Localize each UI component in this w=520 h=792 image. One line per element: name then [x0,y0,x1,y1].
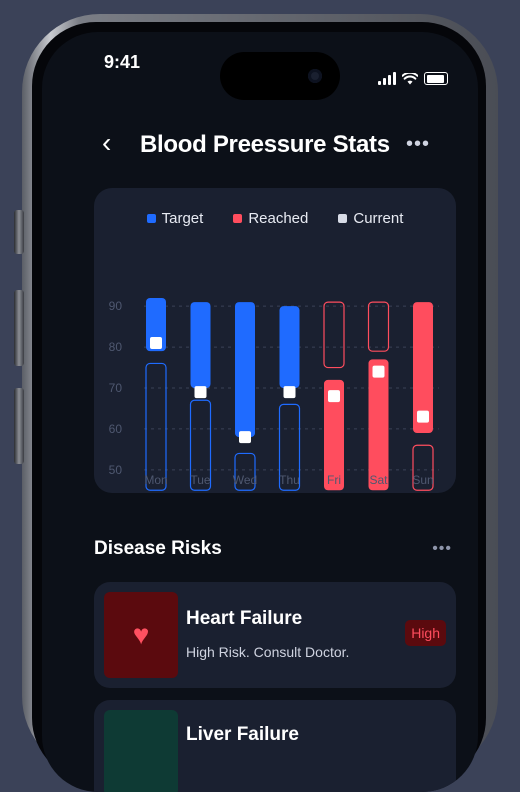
y-tick-label: 70 [109,381,123,395]
chart-legend: Target Reached Current [94,210,456,227]
blood-pressure-chart: 90 80 70 60 50 Mon Tue Wed Thu Fri Sat Sun [109,298,439,491]
heart-icon: ♥ [132,619,150,650]
phone-action-button [14,210,24,254]
risk-title: Liver Failure [186,724,299,745]
legend-label-target: Target [161,210,204,227]
risk-icon-box: ♥ [104,592,178,678]
legend-swatch-current [338,214,348,223]
bar-reached-outline [323,301,345,369]
disease-risks-more-icon[interactable]: ••• [432,540,452,557]
x-tick-label: Fri [327,473,341,487]
y-tick-label: 50 [109,463,123,477]
current-marker [372,365,385,378]
risk-description: High Risk. Consult Doctor. [186,644,350,660]
status-time: 9:41 [104,52,141,72]
bar-target-outline [189,399,212,491]
wifi-icon [402,73,418,85]
y-tick-label: 60 [109,422,123,436]
legend-swatch-target [146,214,156,223]
current-marker [417,410,429,423]
legend-swatch-reached [233,214,243,223]
bar-reached-filled [324,379,344,491]
legend-label-reached: Reached [248,210,309,227]
current-marker [328,390,340,403]
bar-target-filled [190,302,211,388]
dynamic-island [220,52,340,100]
bar-target-outline [234,452,256,491]
chart-card: Target Reached Current 90 80 70 60 50 Mon Tue W… [94,188,456,493]
risk-card-liver-failure[interactable]: Liver Failure [94,700,456,792]
current-marker [239,431,251,444]
bar-reached-filled [413,302,433,433]
back-icon[interactable]: ‹ [102,127,112,158]
camera-icon [308,69,322,83]
x-tick-label: Mon [144,473,167,487]
risk-level-badge: High [405,620,446,646]
x-tick-label: Sun [412,473,433,487]
risk-icon-box [104,710,178,792]
current-marker [150,337,162,349]
legend-item-current: Current [338,210,403,227]
risk-title: Heart Failure [186,608,303,629]
risk-card-heart-failure[interactable]: ♥ Heart Failure High Risk. Consult Docto… [94,582,456,688]
current-marker [283,386,296,399]
bar-target-filled [279,306,300,388]
x-tick-label: Sat [369,473,388,487]
signal-icon [378,72,396,85]
x-tick-label: Thu [279,473,300,487]
x-tick-label: Tue [190,473,211,487]
header: ‹ Blood Preessure Stats ••• [42,127,478,167]
y-tick-label: 80 [109,340,123,354]
bar-target-filled [235,302,255,438]
legend-label-current: Current [353,210,404,227]
bar-reached-filled [368,359,389,491]
bar-reached-outline [367,301,390,352]
app-screen: 9:41 ‹ Blood Preessure Stats ••• Target … [42,32,478,792]
current-marker [194,386,207,399]
section-title-disease-risks: Disease Risks [94,538,222,559]
phone-volume-up-button [14,290,24,366]
battery-icon [424,72,448,85]
legend-item-target: Target [146,210,204,227]
y-tick-label: 90 [109,299,123,313]
page-title: Blood Preessure Stats [140,131,390,158]
legend-item-reached: Reached [233,210,308,227]
phone-volume-down-button [14,388,24,464]
bar-target-outline [145,362,167,491]
more-options-icon[interactable]: ••• [405,133,430,155]
status-icons [378,72,448,85]
bar-reached-outline [412,444,434,491]
bar-target-outline [278,403,301,491]
x-tick-label: Wed [233,473,257,487]
